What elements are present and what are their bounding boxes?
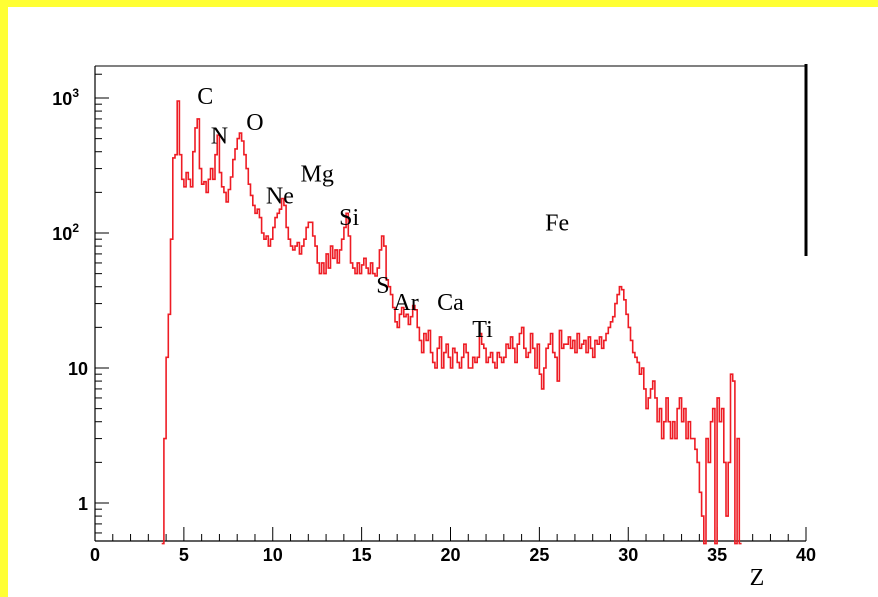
figure-border-left — [0, 0, 8, 597]
element-annotation: C — [197, 84, 213, 110]
x-tick-label: 40 — [796, 545, 816, 565]
x-tick-label: 30 — [618, 545, 638, 565]
element-annotation: O — [246, 110, 263, 136]
x-tick-label: 0 — [90, 545, 100, 565]
element-annotation: Si — [339, 205, 359, 231]
y-tick-exponent: 3 — [72, 86, 79, 100]
x-tick-label: 5 — [179, 545, 189, 565]
x-tick-label: 25 — [529, 545, 549, 565]
figure-border-top — [0, 0, 878, 7]
x-tick-label: 15 — [352, 545, 372, 565]
element-annotation: Fe — [545, 211, 569, 237]
x-tick-label: 10 — [263, 545, 283, 565]
x-tick-label: 35 — [707, 545, 727, 565]
y-tick-exponent: 2 — [72, 221, 79, 235]
element-annotation: Mg — [301, 162, 334, 188]
x-axis-title: Z — [750, 565, 765, 591]
y-tick-label: 10 — [68, 359, 88, 379]
element-annotation: Ar — [393, 290, 418, 316]
x-tick-label: 20 — [440, 545, 460, 565]
element-annotation: Ne — [266, 184, 294, 210]
y-tick-label: 1 — [78, 494, 88, 514]
element-annotation: Ca — [437, 290, 464, 316]
histogram-series — [161, 100, 742, 545]
element-annotation: Ti — [472, 317, 493, 343]
element-annotation: N — [211, 124, 228, 150]
element-annotation: S — [376, 273, 389, 299]
